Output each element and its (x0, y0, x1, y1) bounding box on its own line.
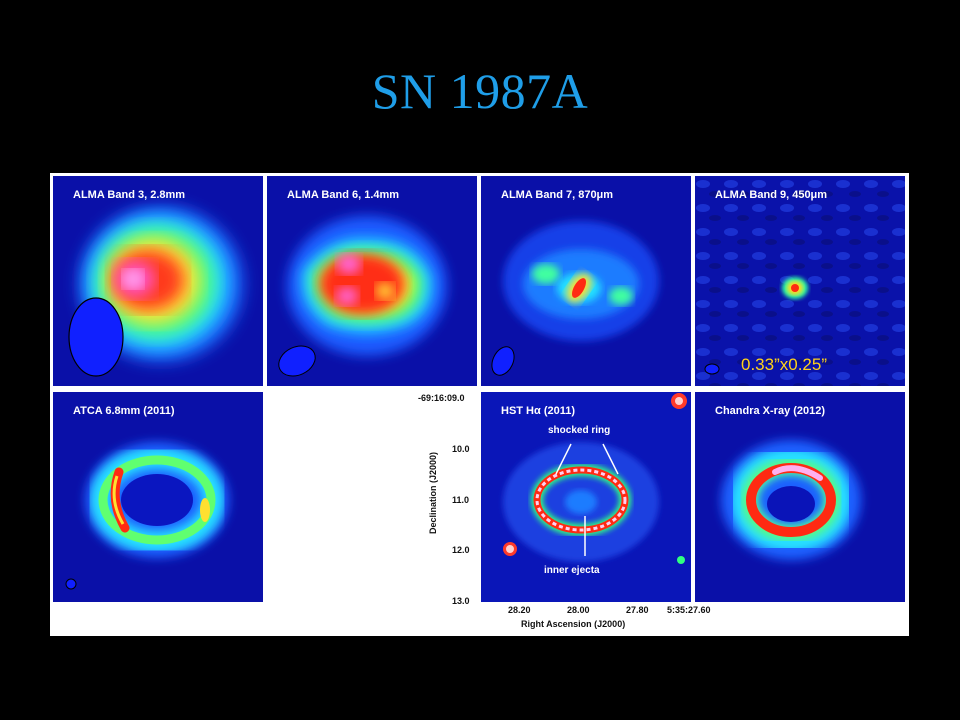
atca-image (53, 392, 263, 602)
hst-image (481, 392, 691, 602)
panel-alma-band9: ALMA Band 9, 450μm (695, 176, 905, 386)
alma-band6-image (267, 176, 477, 386)
beam-ellipse (65, 578, 77, 590)
panel-chandra: Chandra X-ray (2012) (695, 392, 905, 602)
beam-ellipse (491, 346, 515, 376)
panel-atca: ATCA 6.8mm (2011) (53, 392, 263, 602)
alma-band9-image (695, 176, 905, 386)
x-tick: 28.20 (508, 605, 531, 615)
beam-size-label: 0.33”x0.25” (741, 355, 827, 374)
multiwavelength-figure: ALMA Band 3, 2.8mm ALMA Band 6, 1.4mm (50, 173, 909, 636)
y-tick: 10.0 (452, 444, 470, 454)
panel-label: HST Hα (2011) (501, 405, 576, 417)
panel-label: Chandra X-ray (2012) (715, 405, 826, 417)
y-tick: 13.0 (452, 596, 470, 606)
panel-hst: HST Hα (2011) shocked ring inner ejecta (481, 392, 691, 602)
x-axis-label: Right Ascension (J2000) (521, 619, 626, 629)
beam-ellipse (278, 345, 316, 377)
slide-title: SN 1987A (371, 63, 589, 119)
shocked-ring-label: shocked ring (548, 425, 611, 436)
panel-label: ALMA Band 9, 450μm (715, 189, 828, 201)
panel-label: ALMA Band 3, 2.8mm (73, 189, 186, 201)
x-tick: 5:35:27.60 (667, 605, 711, 615)
y-tick: 12.0 (452, 545, 470, 555)
y-tick: -69:16:09.0 (418, 393, 465, 403)
alma-band3-image (53, 176, 263, 386)
alma-band7-image (481, 176, 691, 386)
inner-ejecta-label: inner ejecta (544, 565, 600, 576)
panel-label: ALMA Band 6, 1.4mm (287, 189, 400, 201)
beam-ellipse (704, 363, 720, 375)
x-tick: 27.80 (626, 605, 649, 615)
x-tick: 28.00 (567, 605, 590, 615)
y-axis-label: Declination (J2000) (428, 451, 438, 535)
panel-label: ATCA 6.8mm (2011) (73, 405, 175, 417)
beam-ellipse (68, 297, 124, 377)
panel-alma-band3: ALMA Band 3, 2.8mm (53, 176, 263, 386)
chandra-image (695, 392, 905, 602)
panel-alma-band7: ALMA Band 7, 870μm (481, 176, 691, 386)
y-tick: 11.0 (452, 495, 470, 505)
panel-alma-band6: ALMA Band 6, 1.4mm (267, 176, 477, 386)
panel-label: ALMA Band 7, 870μm (501, 189, 614, 201)
